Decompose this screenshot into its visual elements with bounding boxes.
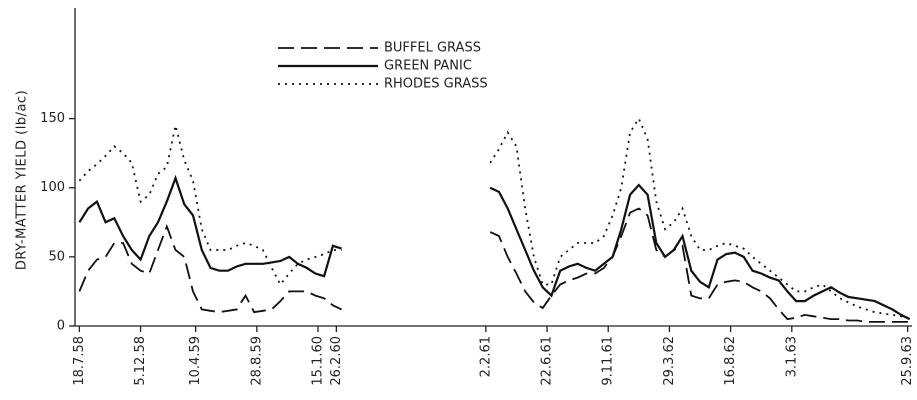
- series-line: [78, 174, 911, 321]
- x-tick-label: 2.2.61: [478, 336, 493, 377]
- x-tick-label: 26.2.60: [329, 336, 344, 386]
- x-tick-label: 9.11.61: [601, 336, 616, 386]
- series-line: [78, 207, 910, 323]
- x-tick-label: 18.7.58: [72, 336, 87, 386]
- x-tick-label: 25.9.63: [900, 336, 915, 386]
- y-tick-label: 0: [57, 319, 65, 334]
- legend-label: GREEN PANIC: [384, 59, 472, 74]
- x-tick-label: 10.4.59: [188, 336, 203, 386]
- x-tick-label: 29.3.62: [662, 336, 677, 386]
- x-tick-label: 28.8.59: [249, 336, 264, 386]
- x-tick-label: 5.12.58: [133, 336, 148, 386]
- x-tick-label: 22.6.61: [540, 336, 555, 386]
- x-tick-label: 3.1.63: [784, 336, 799, 377]
- axis-line: [74, 8, 912, 327]
- legend-label: RHODES GRASS: [384, 77, 488, 92]
- legend-label: BUFFEL GRASS: [384, 41, 481, 56]
- x-tick-label: 15.1.60: [311, 336, 326, 386]
- y-tick-label: 150: [40, 111, 65, 126]
- y-tick-label: 50: [48, 249, 65, 264]
- y-axis-label: DRY-MATTER YIELD (lb/ac): [15, 90, 30, 270]
- x-tick-label: 16.8.62: [723, 336, 738, 386]
- y-tick-label: 100: [40, 180, 65, 195]
- series-line: [78, 116, 911, 320]
